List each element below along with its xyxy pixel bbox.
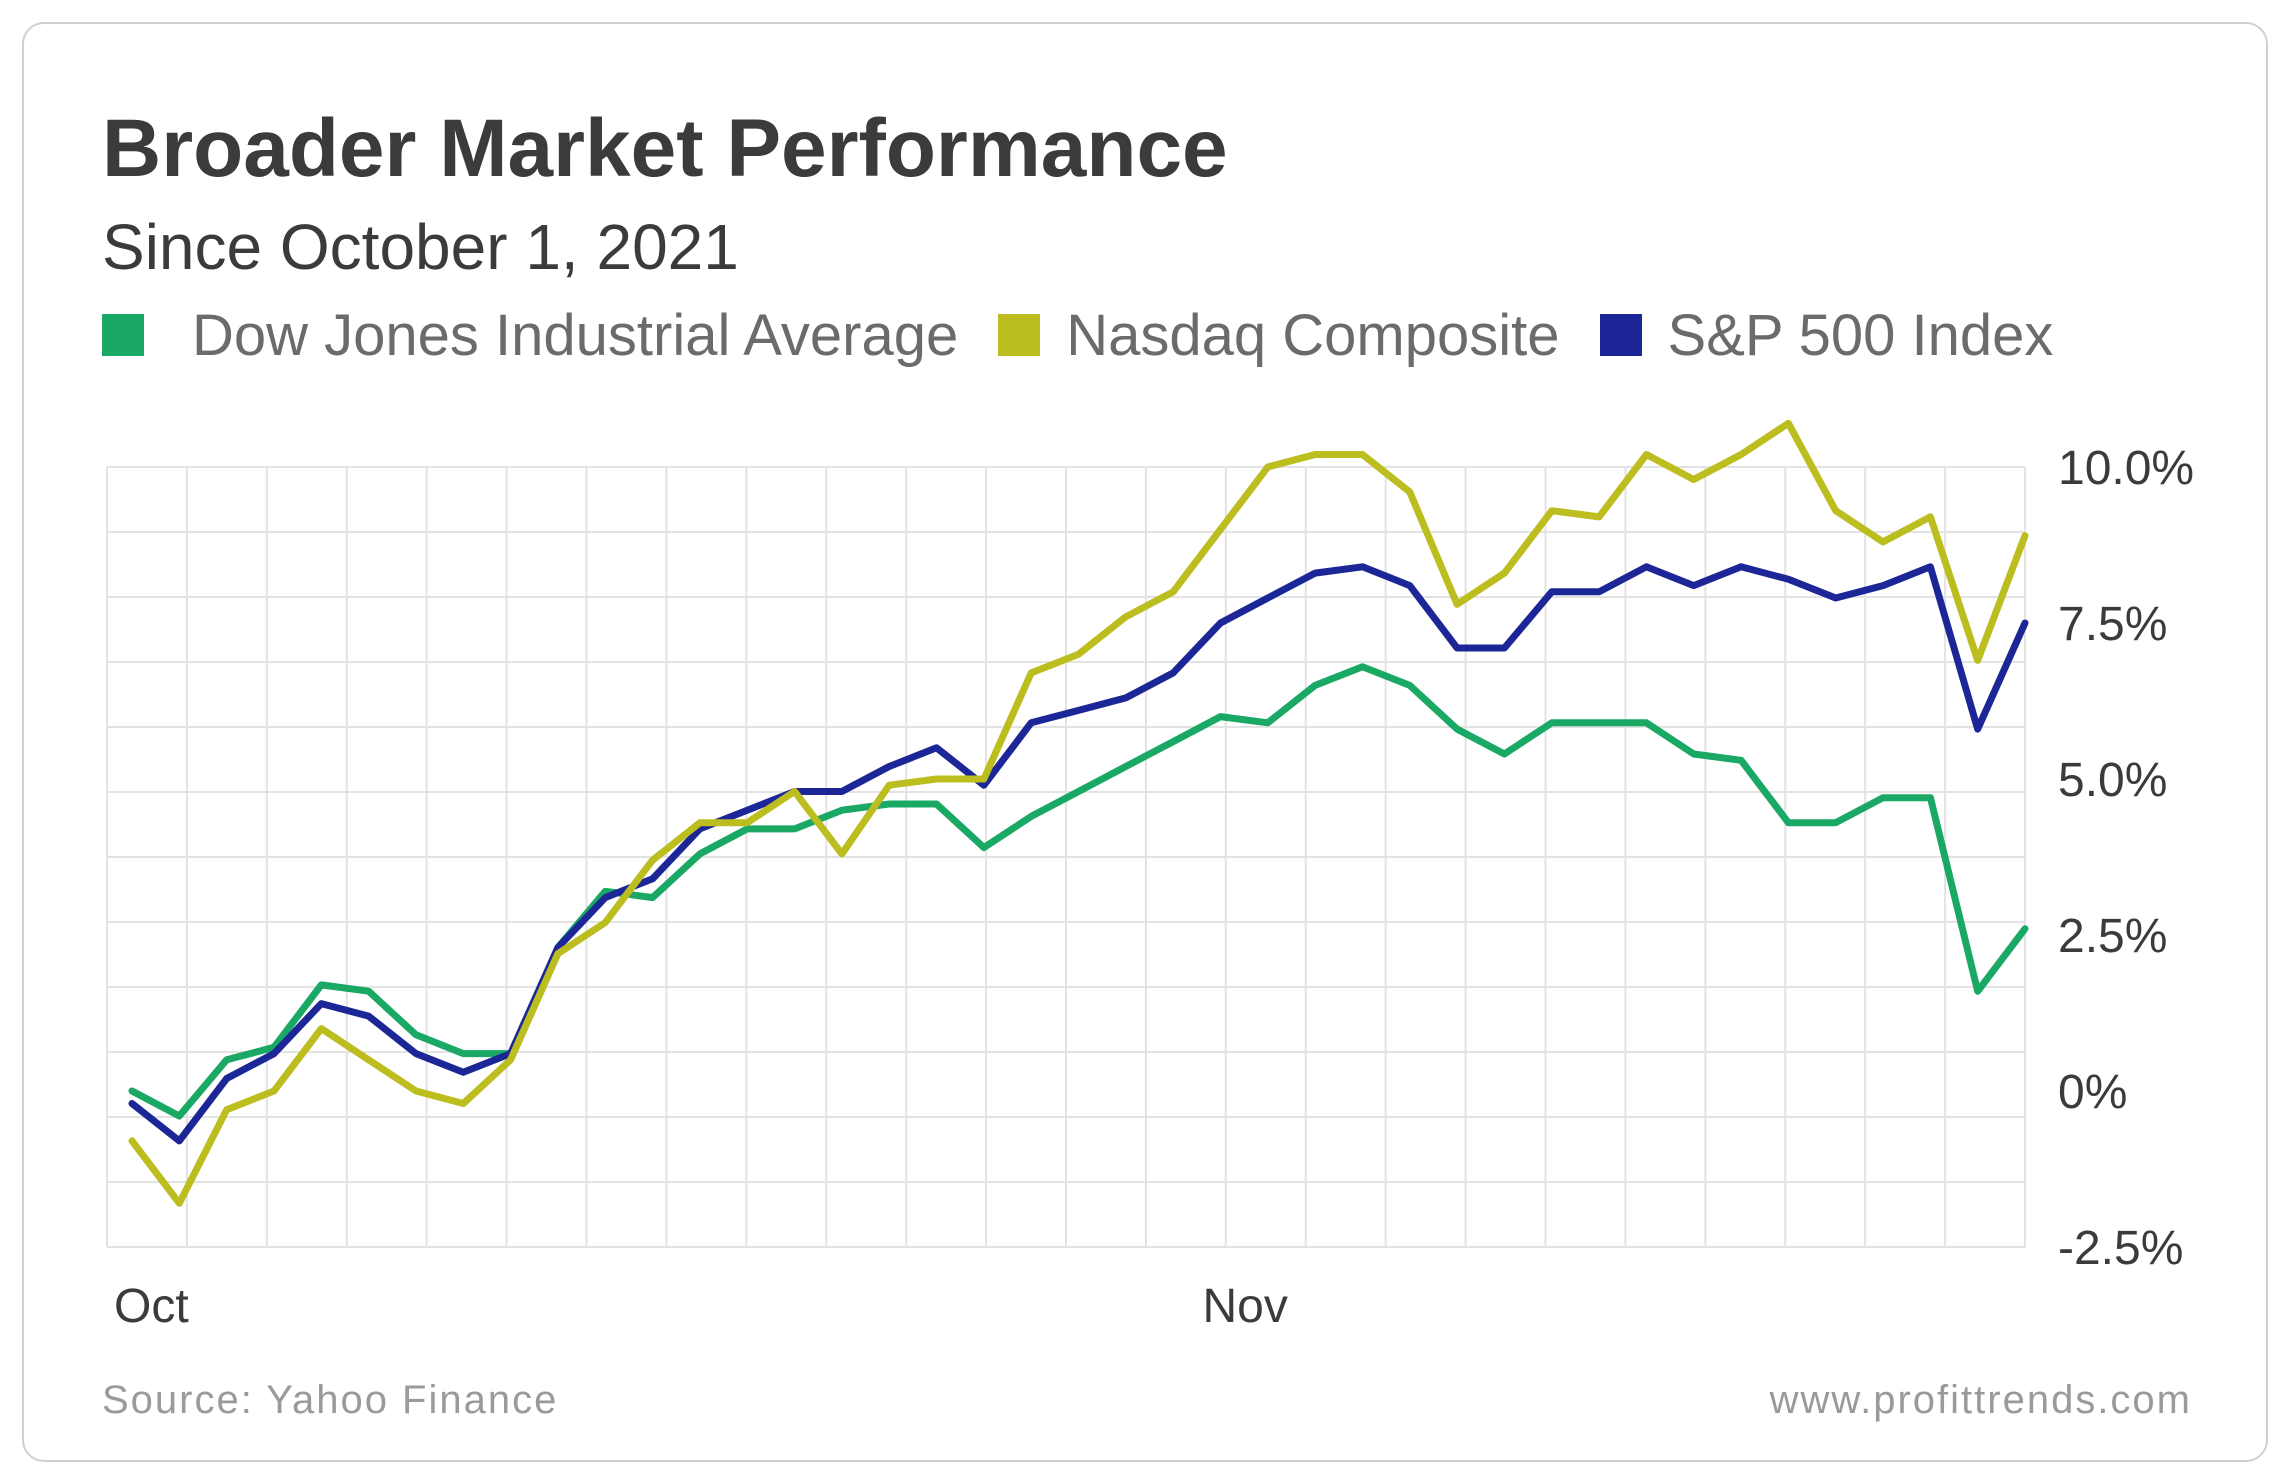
legend-label-dow: Dow Jones Industrial Average: [192, 302, 959, 368]
source-note: Source: Yahoo Finance: [102, 1378, 559, 1422]
chart-series: [128, 419, 2029, 1207]
y-tick-label: 5.0%: [2058, 754, 2167, 807]
legend-swatch-nasdaq: [998, 314, 1041, 356]
y-tick-label: -2.5%: [2058, 1222, 2183, 1275]
series-line-sp500: [128, 563, 2029, 1145]
legend-swatch-sp500: [1599, 314, 1642, 356]
legend-item-nasdaq: Nasdaq Composite: [998, 302, 1560, 369]
legend-swatch-dow: [102, 314, 144, 356]
website-link[interactable]: www.profittrends.com: [1769, 1378, 2192, 1422]
y-axis: 10.0% 7.5% 5.0% 2.5% 0% -2.5%: [2058, 442, 2194, 1275]
legend-item-dow: Dow Jones Industrial Average: [102, 302, 958, 369]
legend-item-sp500: S&P 500 Index: [1599, 302, 2054, 369]
chart-legend: Dow Jones Industrial Average Nasdaq Comp…: [102, 300, 2093, 370]
series-line-nasdaq: [128, 419, 2029, 1207]
y-tick-label: 10.0%: [2058, 442, 2194, 495]
chart-subtitle: Since October 1, 2021: [102, 211, 739, 283]
legend-label-nasdaq: Nasdaq Composite: [1066, 302, 1560, 368]
series-line-dow: [128, 663, 2029, 1120]
y-tick-label: 2.5%: [2058, 910, 2167, 963]
y-tick-label: 7.5%: [2058, 598, 2167, 651]
chart-grid: [106, 466, 2026, 1248]
x-axis: Oct Nov: [114, 1280, 1288, 1333]
x-tick-label: Oct: [114, 1280, 189, 1333]
page-title: Broader Market Performance: [102, 103, 1228, 194]
legend-label-sp500: S&P 500 Index: [1667, 302, 2054, 368]
x-tick-label: Nov: [1202, 1280, 1287, 1333]
y-tick-label: 0%: [2058, 1066, 2127, 1119]
